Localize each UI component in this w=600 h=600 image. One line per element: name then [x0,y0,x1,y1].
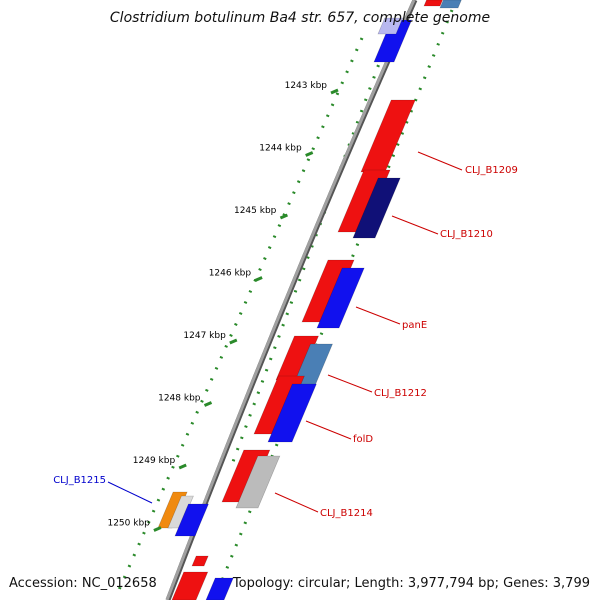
kbp-tick-label: 1244 kbp [259,144,302,154]
kbp-tick-mark [153,526,162,532]
kbp-tick-labels: 1243 kbp 1244 kbp 1245 kbp 1246 kbp 1247 kbp… [107,81,339,532]
kbp-tick-mark [330,88,339,95]
leader-line [107,481,153,504]
map-title: Clostridium botulinum Ba4 str. 657, comp… [110,10,490,26]
kbp-tick-mark [178,463,187,470]
kbp-tick-label: 1243 kbp [285,81,328,91]
kbp-tick-mark [305,151,314,157]
kbp-tick-mark [254,276,263,282]
gene-block [174,503,209,537]
leader-line [391,215,439,235]
leader-line [327,374,373,393]
gene-label: panE [402,320,427,331]
gene-block [316,267,365,329]
kbp-tick-label: 1247 kbp [183,331,226,341]
leader-line [305,420,352,440]
gene-block [267,383,317,443]
gene-block [171,571,209,600]
leader-line [274,492,319,513]
gene-block [423,0,443,7]
kbp-tick-label: 1249 kbp [133,456,176,466]
gene-label: CLJ_B1209 [465,165,518,176]
kbp-tick-mark [203,401,213,407]
gene-features [157,0,462,600]
gene-block [352,177,401,239]
summary-text: Topology: circular; Length: 3,977,794 bp… [232,576,590,591]
gene-block [373,19,413,63]
accession-text: Accession: NC_012658 [9,576,157,591]
gene-block [191,555,209,567]
gene-block [360,99,416,173]
gene-label: CLJ_B1215 [53,475,106,486]
kbp-tick-label: 1246 kbp [209,269,252,279]
gene-label: CLJ_B1214 [320,508,373,519]
gene-block [205,577,234,600]
leader-line [355,306,401,325]
gene-label: CLJ_B1212 [374,388,427,399]
kbp-tick-label: 1245 kbp [234,206,277,216]
gene-label-leaders: CLJ_B1209 CLJ_B1210 panE CLJ_B1212 folD CLJ_B… [53,151,518,519]
kbp-tick-label: 1250 kbp [107,519,150,529]
gene-label: CLJ_B1210 [440,229,493,240]
inner-gc-track [116,37,364,593]
leader-line [417,151,463,171]
gene-label: folD [353,434,373,445]
gene-block [377,17,404,35]
gene-block [439,0,462,9]
kbp-tick-label: 1248 kbp [158,394,201,404]
gene-block [235,455,281,509]
kbp-tick-mark [279,213,288,220]
kbp-tick-mark [229,338,238,345]
